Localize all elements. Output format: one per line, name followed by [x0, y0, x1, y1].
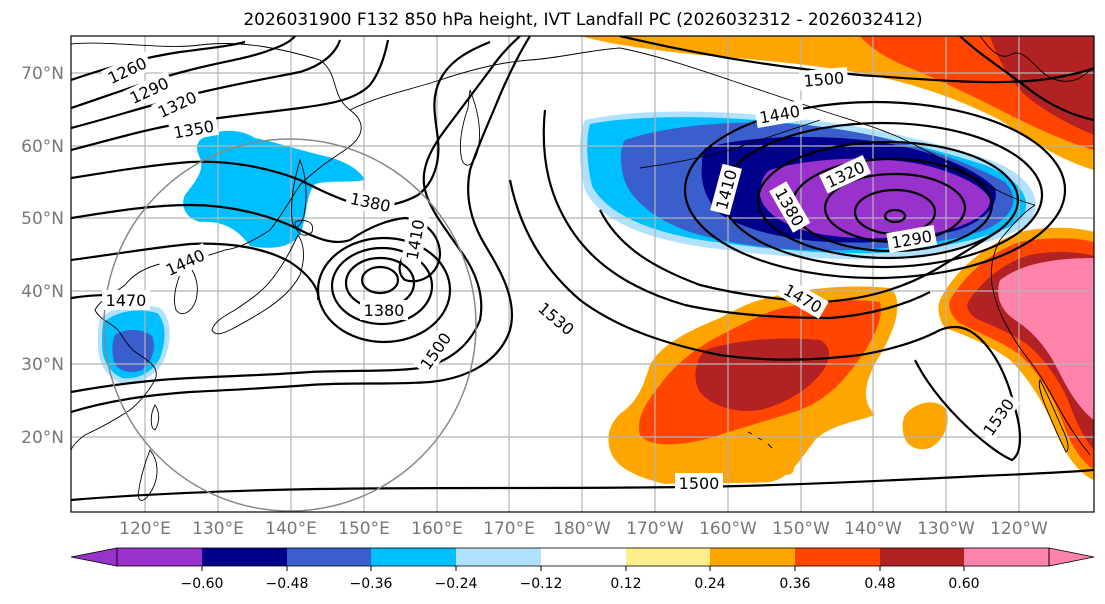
low-ring-1	[360, 265, 400, 295]
coast-philippines	[137, 449, 158, 501]
lon-label-160w: 160°W	[699, 519, 757, 539]
coast-aleutians	[639, 119, 821, 169]
coast-japan	[211, 234, 304, 335]
clabel-8: 1380	[364, 301, 405, 320]
lon-label-130e: 130°E	[192, 519, 244, 539]
lon-label-170e: 170°E	[483, 519, 535, 539]
lat-label-20: 20°N	[21, 428, 64, 448]
shade-top-firebrick	[990, 36, 1094, 135]
gulf-ring-1	[883, 208, 907, 224]
low-ring-4	[316, 236, 452, 344]
contour-1350	[71, 39, 390, 152]
latitude-labels: 20°N 30°N 40°N 50°N 60°N 70°N	[21, 64, 64, 448]
lat-label-70: 70°N	[21, 64, 64, 84]
coast-korea	[174, 261, 198, 314]
colorbar-seg-7	[710, 548, 795, 566]
longitude-labels: 120°E 130°E 140°E 150°E 160°E 170°E 180°…	[119, 519, 1048, 539]
colorbar-frame	[116, 547, 1050, 567]
contour-1320	[71, 39, 342, 130]
shade-wc-pink	[998, 258, 1094, 420]
contour-1260	[71, 40, 246, 82]
clabel-19: 1500	[679, 474, 720, 493]
gulf-ring-7	[683, 100, 1067, 280]
lat-label-60: 60°N	[21, 137, 64, 157]
lon-label-130w: 130°W	[917, 519, 975, 539]
coast-siberia-east	[349, 47, 621, 111]
contour-1440-ne	[959, 36, 1094, 122]
colorbar-over-arrow	[1048, 547, 1095, 567]
lon-label-150w: 150°W	[772, 519, 830, 539]
shade-pac-small	[782, 463, 794, 475]
range-circle	[103, 138, 477, 512]
lon-label-150e: 150°E	[338, 519, 390, 539]
contour-1500-w	[71, 36, 521, 394]
colorbar-seg-10	[964, 548, 1049, 566]
cb-tick-1: −0.48	[266, 576, 309, 592]
colorbar-seg-3	[371, 548, 456, 566]
lat-label-50: 50°N	[21, 209, 64, 229]
lat-label-30: 30°N	[21, 355, 64, 375]
shade-korea-blue	[112, 329, 154, 372]
cb-tick-7: 0.36	[779, 576, 810, 592]
cb-tick-4: −0.12	[520, 576, 563, 592]
cb-tick-8: 0.48	[864, 576, 895, 592]
cb-tick-5: 0.12	[610, 576, 641, 592]
map-frame	[70, 35, 1095, 513]
contour-1530-e	[508, 179, 1022, 462]
lat-label-40: 40°N	[21, 282, 64, 302]
lon-label-160e: 160°E	[411, 519, 463, 539]
contour-1500-ne	[619, 36, 1094, 84]
cb-tick-0: −0.60	[181, 576, 224, 592]
clabel-7: 1470	[106, 291, 147, 310]
coast-sakhalin	[291, 158, 307, 228]
lon-label-140w: 140°W	[844, 519, 902, 539]
colorbar-seg-2	[287, 548, 371, 566]
gulf-ring-5	[756, 140, 1020, 260]
colorbar-seg-9	[880, 548, 964, 566]
colorbar-under-arrow	[70, 547, 118, 567]
colorbar-seg-0	[117, 548, 202, 566]
contour-1290	[71, 36, 296, 110]
contour-1530	[71, 36, 531, 414]
coast-arctic	[979, 36, 1094, 82]
lon-label-120w: 120°W	[990, 519, 1048, 539]
lon-label-140e: 140°E	[265, 519, 317, 539]
lon-label-120e: 120°E	[119, 519, 171, 539]
contour-1440	[71, 242, 320, 301]
colorbar-tick-marks	[201, 566, 965, 571]
cb-tick-3: −0.24	[435, 576, 478, 592]
contour-1500-e	[542, 109, 931, 320]
contour-1500-s	[71, 468, 1094, 502]
colorbar-seg-6	[626, 548, 710, 566]
colorbar-seg-8	[795, 548, 880, 566]
clabel-11: 1500	[803, 68, 845, 90]
cb-tick-6: 0.24	[694, 576, 725, 592]
colorbar: −0.60 −0.48 −0.36 −0.24 −0.12 0.12 0.24 …	[70, 547, 1095, 592]
low-ring-3	[330, 246, 434, 326]
coast-kamchatka	[459, 89, 481, 166]
coast-hawaii	[747, 431, 773, 449]
figure-title: 2026031900 F132 850 hPa height, IVT Land…	[243, 10, 922, 30]
colorbar-seg-4	[456, 548, 541, 566]
coast-namerica	[990, 204, 1091, 456]
coast-baja	[1038, 379, 1069, 453]
colorbar-seg-1	[202, 548, 287, 566]
lon-label-180w: 180°W	[553, 519, 611, 539]
cb-tick-2: −0.36	[350, 576, 393, 592]
coast-taiwan	[150, 404, 160, 431]
coast-hokkaido	[294, 220, 313, 236]
gridlines	[71, 36, 1094, 512]
lon-label-170w: 170°W	[626, 519, 684, 539]
cb-tick-9: 0.60	[948, 576, 979, 592]
colorbar-seg-5	[541, 548, 626, 566]
